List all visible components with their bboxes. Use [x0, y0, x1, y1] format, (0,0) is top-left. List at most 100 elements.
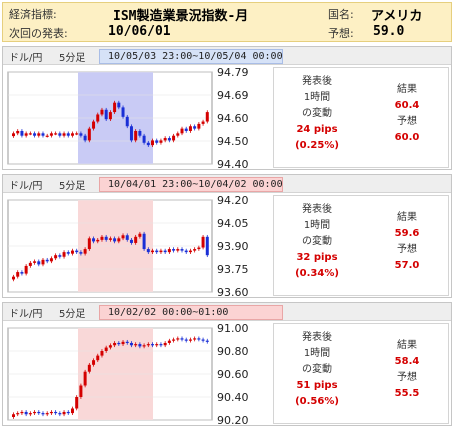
candle: [79, 133, 83, 136]
candle: [54, 411, 58, 414]
candle: [155, 140, 159, 143]
candle: [12, 133, 15, 137]
hour-label: 1時間: [303, 92, 331, 103]
result-label: 結果: [397, 340, 417, 351]
candle: [125, 341, 129, 343]
time-range: 10/04/01 23:00~10/04/02 00:00: [99, 177, 283, 192]
candle: [49, 258, 53, 262]
chart-panel-3: ドル/円 5分足 10/02/02 00:00~01:00 91.00 90.80…: [2, 302, 452, 426]
candle: [16, 272, 20, 277]
candle: [79, 252, 83, 254]
forecast-label: 予想: [397, 244, 417, 255]
candle: [66, 252, 70, 254]
price-chart: 94.79 94.69 94.60 94.50 94.40: [7, 68, 249, 168]
candle: [172, 339, 176, 341]
y-tick-label: 93.60: [217, 286, 249, 296]
candle: [184, 339, 188, 341]
candle: [197, 338, 201, 340]
candle: [83, 135, 87, 141]
candle: [176, 338, 180, 340]
result-value: 59.6: [394, 228, 420, 239]
after-label: 発表後: [302, 76, 332, 87]
candle: [45, 413, 49, 415]
candle: [100, 236, 104, 240]
candle: [62, 133, 66, 136]
candle: [12, 276, 15, 280]
candle: [83, 249, 87, 254]
candle: [41, 259, 45, 265]
timeframe: 5分足: [59, 53, 86, 64]
change-label: の変動: [302, 364, 332, 375]
candle: [184, 250, 188, 253]
candle: [201, 121, 205, 124]
candle: [121, 107, 125, 117]
candle: [45, 135, 49, 137]
candle: [193, 126, 197, 129]
chart-panel-1: ドル/円 5分足 10/05/03 23:00~10/05/04 00:00 9…: [2, 46, 452, 170]
result-box: 発表後 1時間 の変動 32 pips (0.34%) 結果 59.6 予想 5…: [273, 195, 449, 296]
change-label: の変動: [302, 236, 332, 247]
candle: [24, 133, 28, 136]
candle: [58, 255, 62, 257]
candle: [113, 342, 117, 346]
candle: [125, 116, 129, 127]
country-value: アメリカ: [371, 9, 423, 24]
candle: [155, 344, 159, 346]
candle: [92, 238, 96, 242]
candle: [108, 112, 112, 120]
currency-pair: ドル/円: [9, 181, 43, 192]
percent-value: (0.56%): [295, 396, 339, 407]
candle: [54, 255, 58, 259]
candle: [41, 413, 45, 415]
candle: [180, 249, 184, 251]
candle: [92, 360, 96, 365]
candle: [167, 138, 171, 141]
candle: [146, 249, 150, 253]
percent-value: (0.25%): [295, 140, 339, 151]
y-tick-label: 94.69: [217, 89, 249, 102]
candle: [28, 413, 32, 415]
candle: [58, 133, 62, 136]
candle: [37, 411, 41, 414]
candle: [159, 140, 163, 143]
forecast-value: 60.0: [394, 132, 420, 143]
candle: [180, 128, 184, 134]
candle: [201, 236, 205, 248]
candle: [134, 236, 138, 243]
candle: [20, 130, 24, 136]
timeframe: 5分足: [59, 309, 86, 320]
candle: [28, 262, 32, 266]
price-chart: 94.20 94.05 93.90 93.75 93.60: [7, 196, 249, 296]
candle: [117, 238, 121, 242]
candle: [12, 414, 15, 418]
y-tick-label: 94.20: [217, 196, 249, 207]
candle: [104, 236, 108, 240]
result-label: 結果: [397, 84, 417, 95]
hour-label: 1時間: [303, 348, 331, 359]
candle: [151, 140, 155, 146]
candle: [142, 345, 146, 347]
candle: [75, 397, 79, 409]
candle: [129, 126, 133, 141]
y-tick-label: 94.50: [217, 135, 249, 148]
candle: [33, 411, 37, 414]
candle: [146, 142, 150, 146]
next-release-label: 次回の発表:: [9, 27, 68, 40]
candle: [104, 347, 108, 351]
candle: [167, 340, 171, 343]
candle: [180, 338, 184, 340]
candle: [70, 250, 74, 254]
result-value: 60.4: [394, 100, 420, 111]
forecast-label: 予想: [397, 116, 417, 127]
result-box: 発表後 1時間 の変動 24 pips (0.25%) 結果 60.4 予想 6…: [273, 67, 449, 168]
candle: [49, 411, 53, 414]
candle: [176, 249, 180, 251]
percent-value: (0.34%): [295, 268, 339, 279]
y-tick-label: 91.00: [217, 324, 249, 335]
change-label: の変動: [302, 108, 332, 119]
candle: [24, 265, 28, 274]
y-tick-label: 93.75: [217, 263, 249, 276]
result-box: 発表後 1時間 の変動 51 pips (0.56%) 結果 58.4 予想 5…: [273, 323, 449, 424]
forecast-value: 57.0: [394, 260, 420, 271]
candle: [66, 133, 70, 136]
